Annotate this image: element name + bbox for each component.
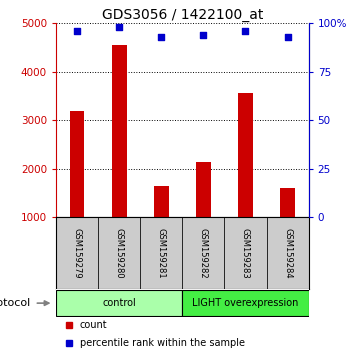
Point xyxy=(74,28,80,34)
Text: percentile rank within the sample: percentile rank within the sample xyxy=(80,338,245,348)
Bar xyxy=(56,291,182,316)
Text: count: count xyxy=(80,320,108,330)
Text: GSM159283: GSM159283 xyxy=(241,228,250,279)
Bar xyxy=(98,217,140,289)
Bar xyxy=(238,93,253,217)
Point xyxy=(158,34,164,39)
Bar xyxy=(182,217,225,289)
Point xyxy=(285,34,291,39)
Text: LIGHT overexpression: LIGHT overexpression xyxy=(192,298,299,308)
Text: GSM159279: GSM159279 xyxy=(73,228,82,279)
Text: GSM159280: GSM159280 xyxy=(115,228,123,279)
Bar xyxy=(140,217,182,289)
Bar xyxy=(266,217,309,289)
Title: GDS3056 / 1422100_at: GDS3056 / 1422100_at xyxy=(101,8,263,22)
Point xyxy=(116,24,122,30)
Text: GSM159282: GSM159282 xyxy=(199,228,208,279)
Bar xyxy=(56,217,98,289)
Text: GSM159281: GSM159281 xyxy=(157,228,166,279)
Bar xyxy=(280,188,295,217)
Bar xyxy=(225,217,266,289)
Bar xyxy=(154,186,169,217)
Text: control: control xyxy=(102,298,136,308)
Bar xyxy=(70,110,84,217)
Point xyxy=(200,32,206,38)
Text: protocol: protocol xyxy=(0,298,31,308)
Bar xyxy=(182,291,309,316)
Point xyxy=(243,28,248,34)
Bar xyxy=(196,161,211,217)
Text: GSM159284: GSM159284 xyxy=(283,228,292,279)
Bar xyxy=(112,45,126,217)
